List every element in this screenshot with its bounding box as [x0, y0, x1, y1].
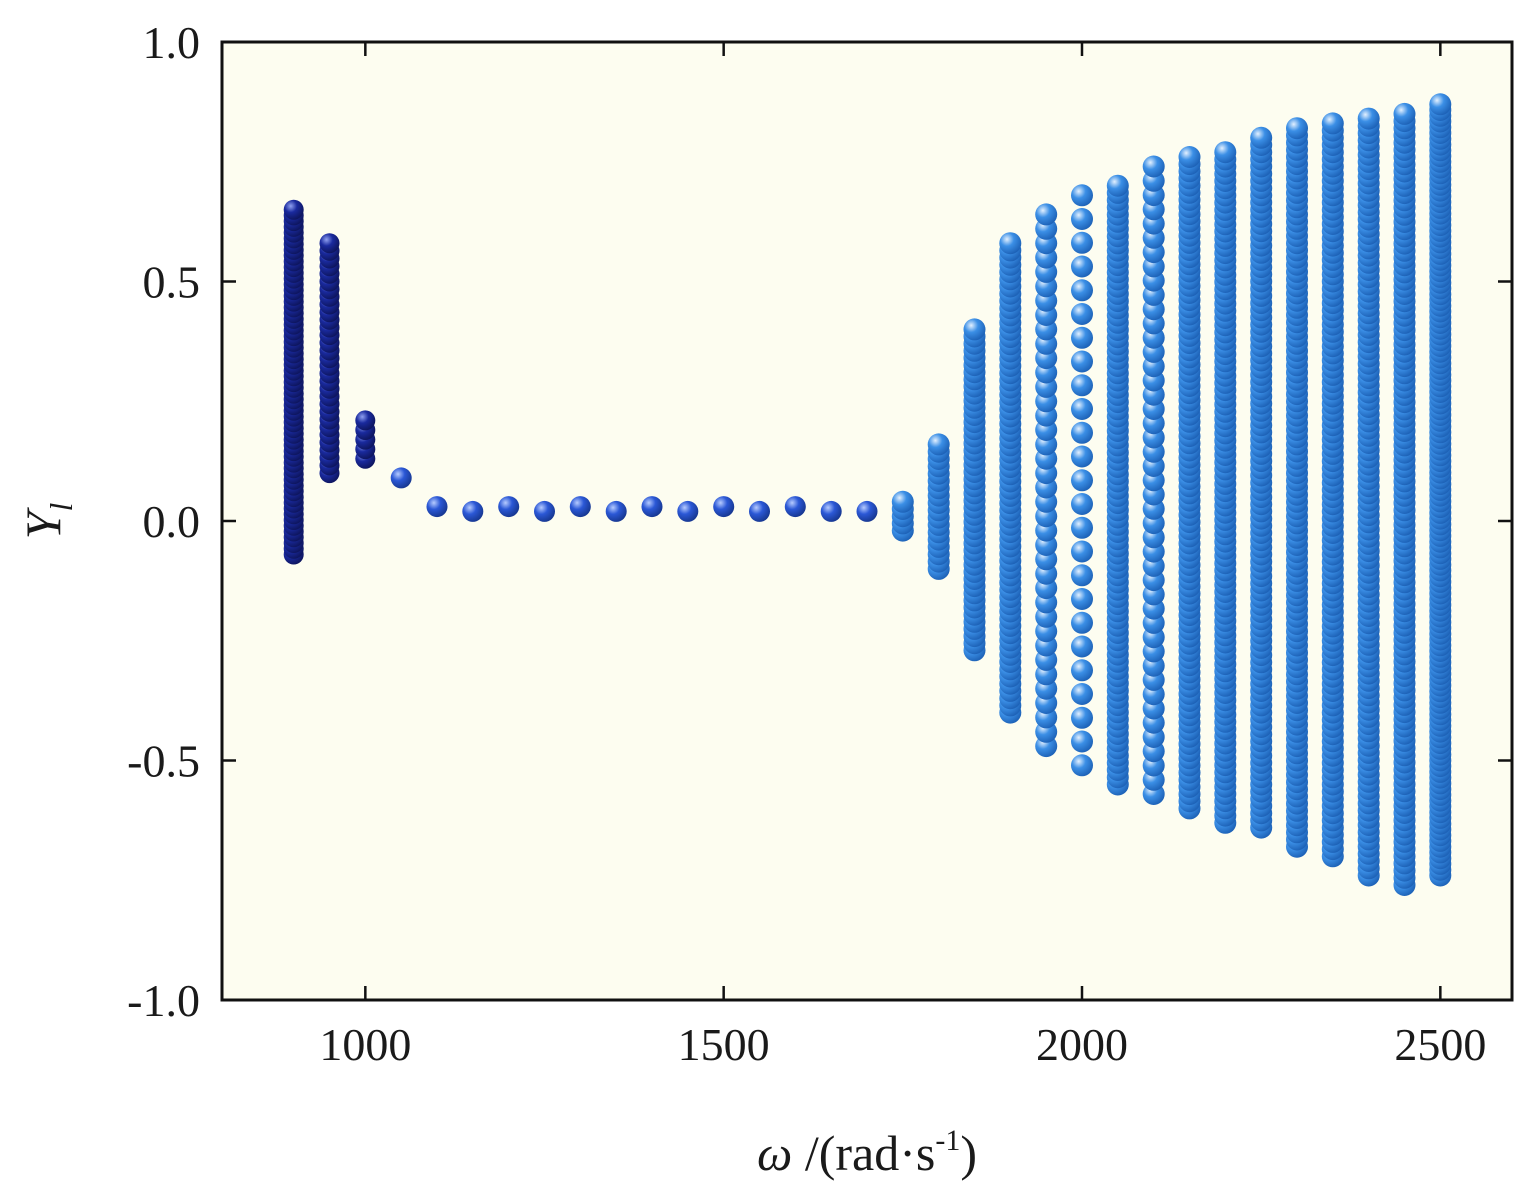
data-point — [1071, 706, 1093, 729]
data-point — [749, 500, 770, 522]
data-point — [713, 496, 735, 518]
data-point — [1071, 730, 1093, 753]
data-point — [784, 496, 806, 518]
y-tick-label: 1.0 — [143, 17, 201, 68]
x-tick-label: 1000 — [319, 1019, 411, 1070]
y-axis-subscript: l — [43, 503, 79, 512]
data-point — [1250, 126, 1273, 149]
data-point — [498, 496, 520, 518]
data-point — [1071, 326, 1093, 349]
data-point — [1071, 635, 1093, 658]
data-point — [605, 500, 627, 522]
data-point — [534, 500, 555, 522]
x-axis-symbol: ω — [757, 1125, 792, 1181]
y-tick-label: -0.5 — [127, 736, 200, 787]
data-point — [462, 500, 484, 522]
data-point — [1214, 141, 1237, 164]
data-point — [927, 433, 950, 456]
x-tick-label: 2000 — [1036, 1019, 1128, 1070]
data-point — [1071, 303, 1093, 325]
y-tick-label: 0.5 — [143, 257, 201, 308]
data-point — [1071, 611, 1093, 634]
data-point — [1071, 184, 1093, 207]
data-point — [1071, 588, 1093, 610]
data-point — [1429, 93, 1452, 116]
data-point — [1071, 421, 1093, 444]
data-point — [1071, 493, 1093, 515]
x-axis: 1000 1500 2000 2500 — [319, 42, 1486, 1070]
data-point — [283, 199, 304, 220]
data-point — [1071, 231, 1093, 254]
x-tick-label: 1500 — [678, 1019, 770, 1070]
data-point — [1142, 155, 1165, 178]
series-dark — [283, 199, 376, 565]
data-point — [1071, 279, 1093, 302]
data-point — [319, 233, 340, 254]
data-point — [1071, 683, 1093, 705]
data-point — [1071, 445, 1093, 468]
data-point — [426, 496, 448, 518]
data-point — [1071, 350, 1093, 373]
data-point — [677, 500, 699, 522]
x-axis-unit-exponent: -1 — [935, 1124, 960, 1157]
x-axis-unit-close: ) — [960, 1125, 977, 1181]
data-point — [1071, 208, 1093, 230]
y-axis: -1.0 -0.5 0.0 0.5 1.0 — [127, 17, 1512, 1026]
data-point — [1035, 203, 1058, 226]
data-point — [820, 500, 842, 522]
series-medium — [390, 467, 878, 522]
x-tick-label: 2500 — [1394, 1019, 1486, 1070]
data-point — [641, 496, 663, 518]
data-point — [1286, 117, 1308, 140]
data-point — [856, 500, 878, 522]
data-point — [1071, 398, 1093, 420]
data-point — [1321, 112, 1344, 135]
data-point — [1071, 255, 1093, 278]
data-point — [1071, 540, 1093, 563]
data-point — [1071, 564, 1093, 587]
data-point — [355, 410, 376, 431]
series-light — [891, 93, 1452, 896]
data-point — [1393, 102, 1416, 125]
x-axis-title: ω /(rad·s-1) — [757, 1124, 977, 1181]
y-axis-title: Yl — [15, 503, 79, 540]
y-tick-label: -1.0 — [127, 975, 200, 1026]
x-axis-unit: /(rad·s — [792, 1125, 935, 1181]
data-point — [963, 318, 986, 341]
data-point — [1071, 469, 1093, 492]
data-point — [1071, 516, 1093, 539]
scatter-points — [283, 93, 1452, 896]
data-point — [999, 232, 1022, 255]
data-point — [1071, 754, 1093, 777]
data-point — [390, 467, 412, 489]
data-point — [1071, 374, 1093, 397]
data-point — [1106, 174, 1129, 197]
data-point — [1357, 107, 1380, 130]
data-point — [891, 490, 914, 513]
data-point — [1071, 659, 1093, 682]
y-axis-symbol: Y — [15, 506, 71, 539]
y-tick-label: 0.0 — [143, 496, 201, 547]
data-point — [569, 496, 591, 518]
data-point — [1178, 146, 1201, 168]
